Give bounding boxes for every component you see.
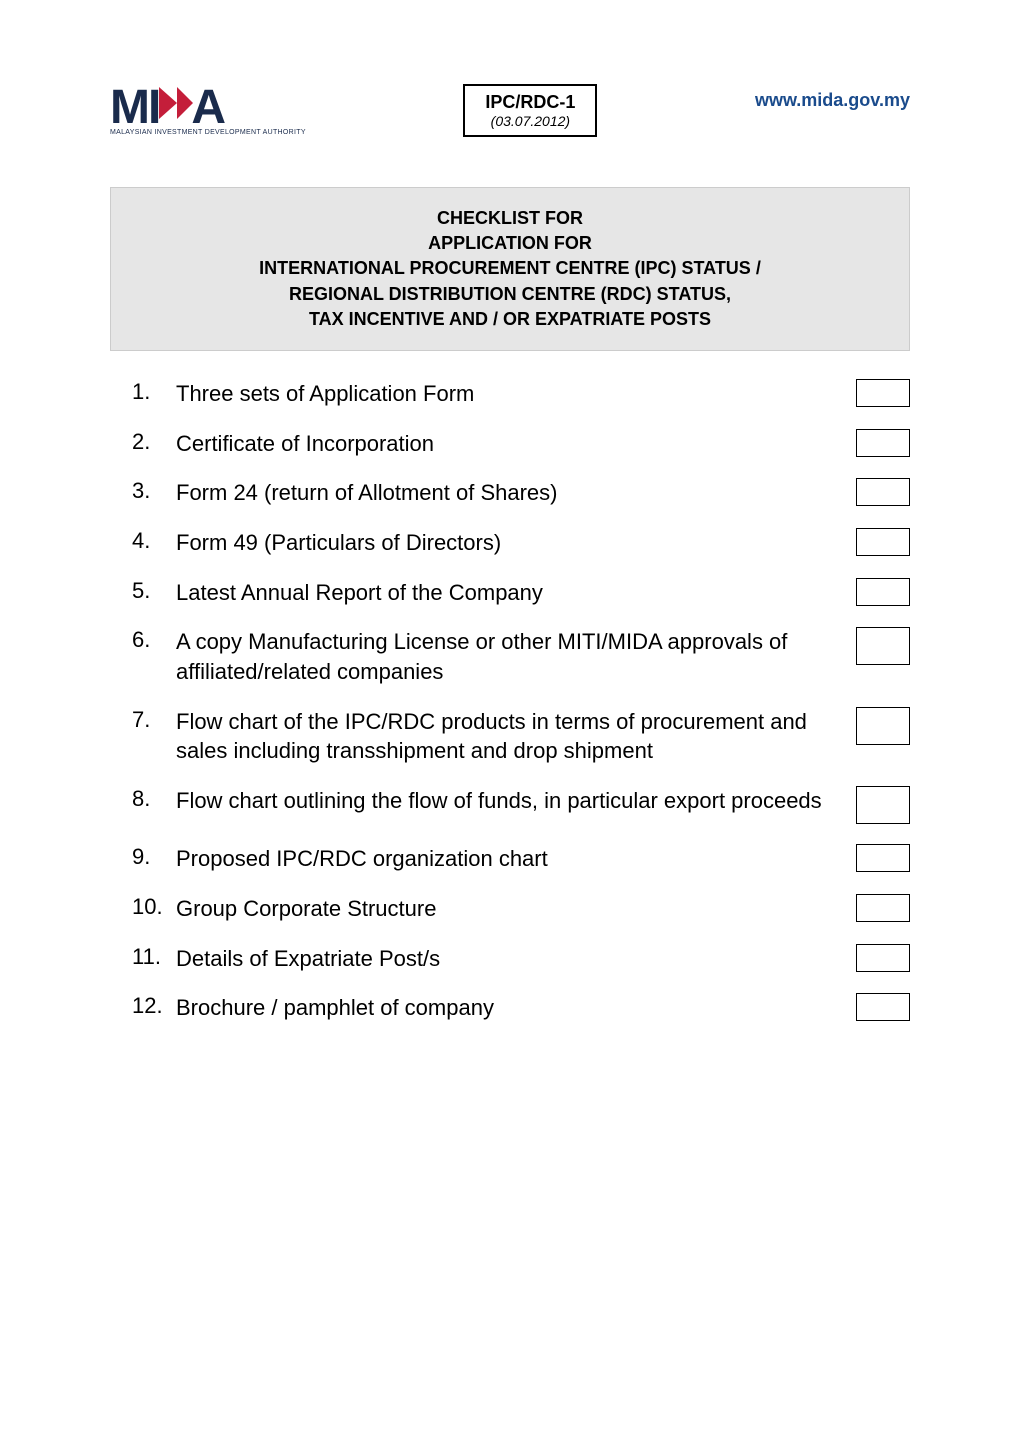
item-text: A copy Manufacturing License or other MI… <box>176 627 850 686</box>
logo-text-part2: A <box>191 80 224 135</box>
title-line-5: TAX INCENTIVE AND / OR EXPATRIATE POSTS <box>141 307 879 332</box>
item-text: Certificate of Incorporation <box>176 429 850 459</box>
logo-arrow-icon <box>155 80 195 135</box>
checklist-item: 4. Form 49 (Particulars of Directors) <box>132 528 910 558</box>
title-line-3: INTERNATIONAL PROCUREMENT CENTRE (IPC) S… <box>141 256 879 281</box>
item-number: 5. <box>132 578 176 604</box>
checkbox-wrapper <box>850 707 910 745</box>
item-number: 9. <box>132 844 176 870</box>
item-number: 4. <box>132 528 176 554</box>
checkbox-wrapper <box>850 478 910 506</box>
checkbox-wrapper <box>850 894 910 922</box>
form-code: IPC/RDC-1 <box>485 92 575 113</box>
checkbox[interactable] <box>856 429 910 457</box>
website-url: www.mida.gov.my <box>755 90 910 111</box>
checklist-item: 1. Three sets of Application Form <box>132 379 910 409</box>
checkbox[interactable] <box>856 894 910 922</box>
checkbox[interactable] <box>856 993 910 1021</box>
checkbox-wrapper <box>850 844 910 872</box>
checklist: 1. Three sets of Application Form 2. Cer… <box>110 379 910 1023</box>
title-line-4: REGIONAL DISTRIBUTION CENTRE (RDC) STATU… <box>141 282 879 307</box>
title-line-1: CHECKLIST FOR <box>141 206 879 231</box>
item-text: Form 49 (Particulars of Directors) <box>176 528 850 558</box>
title-line-2: APPLICATION FOR <box>141 231 879 256</box>
checkbox-wrapper <box>850 627 910 665</box>
checkbox[interactable] <box>856 478 910 506</box>
item-number: 11. <box>132 944 176 970</box>
item-text: Flow chart of the IPC/RDC products in te… <box>176 707 850 766</box>
form-code-box: IPC/RDC-1 (03.07.2012) <box>463 84 597 137</box>
item-text: Three sets of Application Form <box>176 379 850 409</box>
mida-logo: MI A <box>110 80 224 135</box>
item-text: Form 24 (return of Allotment of Shares) <box>176 478 850 508</box>
item-text: Brochure / pamphlet of company <box>176 993 850 1023</box>
checkbox[interactable] <box>856 528 910 556</box>
item-text: Group Corporate Structure <box>176 894 850 924</box>
logo-subtitle: MALAYSIAN INVESTMENT DEVELOPMENT AUTHORI… <box>110 129 306 136</box>
checkbox-wrapper <box>850 379 910 407</box>
item-number: 12. <box>132 993 176 1019</box>
checkbox[interactable] <box>856 578 910 606</box>
checkbox[interactable] <box>856 379 910 407</box>
checkbox-wrapper <box>850 993 910 1021</box>
checklist-item: 9. Proposed IPC/RDC organization chart <box>132 844 910 874</box>
logo-container: MI A MALAYSIAN INVESTMENT DEVELOPMENT AU… <box>110 80 306 136</box>
checklist-item: 6. A copy Manufacturing License or other… <box>132 627 910 686</box>
checklist-item: 10. Group Corporate Structure <box>132 894 910 924</box>
checkbox-wrapper <box>850 528 910 556</box>
checklist-item: 12. Brochure / pamphlet of company <box>132 993 910 1023</box>
checkbox-wrapper <box>850 578 910 606</box>
form-date: (03.07.2012) <box>485 113 575 129</box>
item-number: 2. <box>132 429 176 455</box>
logo-text-part1: MI <box>110 80 159 135</box>
item-text: Flow chart outlining the flow of funds, … <box>176 786 850 816</box>
checkbox-wrapper <box>850 944 910 972</box>
item-text: Details of Expatriate Post/s <box>176 944 850 974</box>
item-number: 8. <box>132 786 176 812</box>
item-number: 6. <box>132 627 176 653</box>
checklist-item: 3. Form 24 (return of Allotment of Share… <box>132 478 910 508</box>
checklist-item: 11. Details of Expatriate Post/s <box>132 944 910 974</box>
checklist-item: 5. Latest Annual Report of the Company <box>132 578 910 608</box>
item-text: Proposed IPC/RDC organization chart <box>176 844 850 874</box>
checkbox[interactable] <box>856 627 910 665</box>
checklist-item: 2. Certificate of Incorporation <box>132 429 910 459</box>
checkbox[interactable] <box>856 944 910 972</box>
checkbox[interactable] <box>856 844 910 872</box>
header-row: MI A MALAYSIAN INVESTMENT DEVELOPMENT AU… <box>110 80 910 137</box>
title-box: CHECKLIST FOR APPLICATION FOR INTERNATIO… <box>110 187 910 351</box>
checkbox-wrapper <box>850 429 910 457</box>
item-number: 1. <box>132 379 176 405</box>
checkbox[interactable] <box>856 707 910 745</box>
item-number: 7. <box>132 707 176 733</box>
checkbox[interactable] <box>856 786 910 824</box>
item-number: 10. <box>132 894 176 920</box>
item-text: Latest Annual Report of the Company <box>176 578 850 608</box>
checklist-item: 7. Flow chart of the IPC/RDC products in… <box>132 707 910 766</box>
item-number: 3. <box>132 478 176 504</box>
checkbox-wrapper <box>850 786 910 824</box>
checklist-item: 8. Flow chart outlining the flow of fund… <box>132 786 910 824</box>
